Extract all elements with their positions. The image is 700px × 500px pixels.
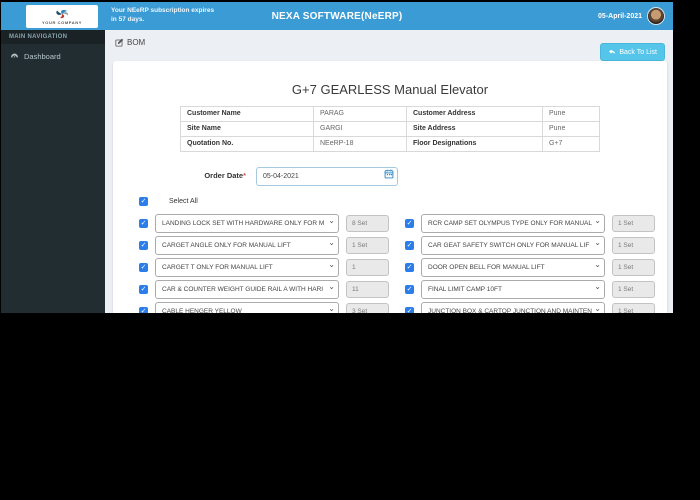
item-select[interactable]: RCR CAMP SET OLYMPUS TYPE ONLY FOR MANUA… [421,214,605,233]
app-title: NEXA SOFTWARE(NeERP) [271,11,403,22]
item-checkbox[interactable]: ✓ [405,307,414,313]
content-area: BOM Back To List G+7 GEARLESS Manual Ele… [105,30,673,313]
item-qty-input [612,215,655,232]
chevron-down-icon: ⌄ [594,216,601,225]
bom-item-row: ✓ LANDING LOCK SET WITH HARDWARE ONLY FO… [139,214,389,233]
select-all-label: Select All [169,198,198,205]
item-qty-input [612,237,655,254]
chevron-down-icon: ⌄ [328,238,335,247]
item-select[interactable]: CAR & COUNTER WEIGHT GUIDE RAIL A WITH H… [155,280,339,299]
item-checkbox[interactable]: ✓ [405,263,414,272]
bom-form-card: G+7 GEARLESS Manual Elevator Customer Na… [113,61,667,313]
breadcrumb: BOM [115,38,145,47]
subscription-notice: Your NEeRP subscription expires in 57 da… [111,7,215,23]
sidebar-section-label: MAIN NAVIGATION [1,30,105,44]
edit-icon [115,38,124,47]
bom-item-row: ✓ CARGET ANGLE ONLY FOR MANUAL LIFT ⌄ [139,236,389,255]
bom-item-row: ✓ JUNCTION BOX & CARTOP JUNCTION AND MAI… [405,302,655,313]
bom-item-row: ✓ DOOR OPEN BELL FOR MANUAL LIFT ⌄ [405,258,655,277]
table-row: Customer Name PARAG Customer Address Pun… [180,106,600,122]
order-date-input[interactable] [256,167,398,186]
back-to-list-button[interactable]: Back To List [600,43,665,61]
bom-item-row: ✓ CAR & COUNTER WEIGHT GUIDE RAIL A WITH… [139,280,389,299]
dashboard-icon [11,53,18,58]
item-qty-input [346,281,389,298]
user-avatar[interactable] [647,7,665,25]
item-select[interactable]: DOOR OPEN BELL FOR MANUAL LIFT ⌄ [421,258,605,277]
app-window: YOUR COMPANY Your NEeRP subscription exp… [1,2,673,313]
bom-item-row: ✓ CARGET T ONLY FOR MANUAL LIFT ⌄ [139,258,389,277]
chevron-down-icon: ⌄ [328,216,335,225]
item-select[interactable]: LANDING LOCK SET WITH HARDWARE ONLY FOR … [155,214,339,233]
bom-item-row: ✓ FINAL LIMIT CAMP 10FT ⌄ [405,280,655,299]
bom-items-grid: ✓ LANDING LOCK SET WITH HARDWARE ONLY FO… [113,214,667,313]
item-select[interactable]: CARGET T ONLY FOR MANUAL LIFT ⌄ [155,258,339,277]
chevron-down-icon: ⌄ [594,260,601,269]
item-qty-input [346,259,389,276]
bom-item-row: ✓ RCR CAMP SET OLYMPUS TYPE ONLY FOR MAN… [405,214,655,233]
item-checkbox[interactable]: ✓ [405,219,414,228]
sidebar-item-dashboard[interactable]: Dashboard [1,44,105,61]
top-header-bar: YOUR COMPANY Your NEeRP subscription exp… [1,2,673,30]
item-qty-input [612,259,655,276]
item-checkbox[interactable]: ✓ [139,307,148,313]
logo-swirl-icon [56,9,69,18]
item-select[interactable]: CAR GEAT SAFETY SWITCH ONLY FOR MANUAL L… [421,236,605,255]
required-asterisk: * [243,171,246,180]
sidebar: MAIN NAVIGATION Dashboard [1,30,105,313]
item-checkbox[interactable]: ✓ [405,241,414,250]
chevron-down-icon: ⌄ [594,238,601,247]
customer-info-table: Customer Name PARAG Customer Address Pun… [180,106,600,152]
chevron-down-icon: ⌄ [594,282,601,291]
item-qty-input [612,303,655,313]
item-qty-input [346,237,389,254]
select-all-row: ✓ Select All [113,197,667,206]
item-qty-input [346,303,389,313]
item-checkbox[interactable]: ✓ [139,285,148,294]
current-date: 05-April-2021 [598,12,642,20]
chevron-down-icon: ⌄ [594,304,601,313]
order-date-label: Order Date* [204,171,246,180]
item-checkbox[interactable]: ✓ [139,219,148,228]
form-title: G+7 GEARLESS Manual Elevator [291,82,489,97]
table-row: Site Name GARGI Site Address Pune [180,121,600,137]
select-all-checkbox[interactable]: ✓ [139,197,148,206]
item-checkbox[interactable]: ✓ [139,241,148,250]
item-checkbox[interactable]: ✓ [405,285,414,294]
table-row: Quotation No. NEeRP-18 Floor Designation… [180,136,600,152]
bom-item-row: ✓ CABLE HENGER YELLOW ⌄ [139,302,389,313]
item-select[interactable]: CARGET ANGLE ONLY FOR MANUAL LIFT ⌄ [155,236,339,255]
item-qty-input [346,215,389,232]
company-name: YOUR COMPANY [41,19,83,25]
item-select[interactable]: JUNCTION BOX & CARTOP JUNCTION AND MAINT… [421,302,605,313]
chevron-down-icon: ⌄ [328,260,335,269]
calendar-icon[interactable] [384,169,394,179]
bom-item-row: ✓ CAR GEAT SAFETY SWITCH ONLY FOR MANUAL… [405,236,655,255]
order-date-row: Order Date* [113,165,667,186]
item-select[interactable]: CABLE HENGER YELLOW ⌄ [155,302,339,313]
chevron-down-icon: ⌄ [328,282,335,291]
item-checkbox[interactable]: ✓ [139,263,148,272]
sidebar-item-label: Dashboard [24,52,61,61]
chevron-down-icon: ⌄ [328,304,335,313]
item-select[interactable]: FINAL LIMIT CAMP 10FT ⌄ [421,280,605,299]
back-arrow-icon [609,49,616,55]
item-qty-input [612,281,655,298]
company-logo[interactable]: YOUR COMPANY [26,5,98,28]
